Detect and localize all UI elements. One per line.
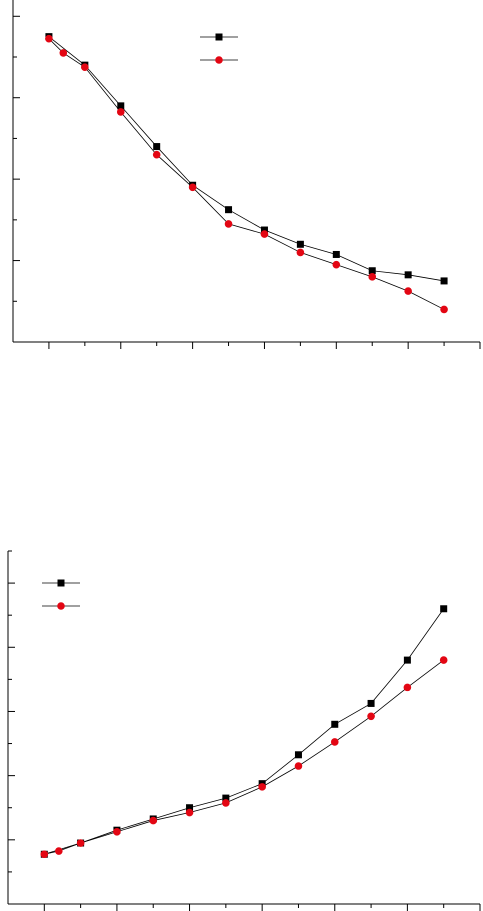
data-point: [404, 287, 412, 295]
data-point: [332, 250, 340, 258]
legend-marker: [215, 56, 223, 64]
data-point: [222, 794, 230, 802]
data-point: [367, 712, 375, 721]
data-point: [258, 783, 266, 791]
data-point: [368, 273, 377, 281]
data-point: [330, 738, 339, 746]
series-1-line: [48, 36, 445, 282]
data-point: [224, 220, 233, 228]
data-point: [188, 183, 197, 192]
series-1: [40, 605, 448, 858]
data-point: [81, 63, 89, 71]
data-point: [153, 143, 161, 151]
legend-marker: [215, 33, 223, 41]
legend-marker: [57, 602, 65, 610]
data-point: [260, 230, 269, 238]
series-2: [40, 656, 448, 859]
data-point: [440, 605, 448, 613]
legend-entry-2: [200, 56, 238, 64]
data-point: [76, 839, 85, 847]
data-point: [296, 248, 305, 257]
data-point: [152, 150, 161, 159]
legend-marker: [57, 579, 65, 587]
data-point: [404, 271, 412, 279]
data-point: [222, 799, 230, 807]
data-point: [113, 827, 121, 836]
chart-bottom: [7, 550, 481, 911]
data-point: [403, 656, 411, 664]
data-point: [294, 751, 302, 759]
data-point: [55, 847, 63, 855]
data-point: [331, 720, 339, 728]
legend-entry-1: [42, 579, 80, 587]
legend-entry-2: [42, 602, 80, 610]
data-point: [40, 850, 49, 859]
data-point: [260, 226, 268, 234]
data-point: [185, 808, 194, 817]
data-point: [439, 656, 448, 664]
legend-entry-1: [200, 33, 238, 41]
data-point: [225, 206, 233, 214]
chart-top: [12, 0, 481, 349]
data-point: [403, 683, 412, 692]
data-point: [149, 816, 158, 825]
data-point: [117, 102, 125, 110]
data-point: [186, 804, 194, 812]
data-point: [294, 762, 303, 770]
data-point: [59, 49, 68, 57]
data-point: [116, 108, 125, 116]
data-point: [440, 305, 448, 314]
series-2: [45, 34, 448, 314]
series-1-line: [44, 608, 445, 855]
series-1: [45, 33, 448, 285]
data-point: [45, 34, 53, 43]
data-point: [440, 277, 448, 285]
data-point: [296, 240, 304, 248]
data-point: [332, 260, 341, 269]
series-2-line: [44, 659, 444, 855]
series-2-line: [48, 38, 445, 310]
data-point: [368, 267, 376, 275]
data-point: [367, 699, 375, 707]
